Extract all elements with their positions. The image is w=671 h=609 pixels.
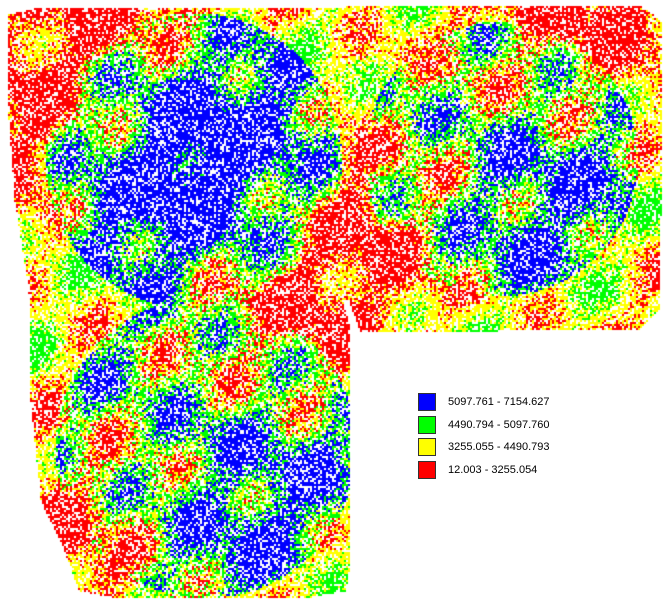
legend-label: 5097.761 - 7154.627 bbox=[448, 396, 550, 408]
legend-label: 12.003 - 3255.054 bbox=[448, 463, 538, 476]
legend-swatch bbox=[418, 415, 436, 434]
legend-swatch bbox=[418, 460, 436, 479]
legend-swatch bbox=[418, 438, 436, 456]
legend-item-class-4: 12.003 - 3255.054 bbox=[418, 460, 608, 483]
legend-item-class-3: 3255.055 - 4490.793 bbox=[418, 437, 608, 460]
legend-label: 4490.794 - 5097.760 bbox=[448, 418, 550, 431]
legend-item-class-2: 4490.794 - 5097.760 bbox=[418, 415, 608, 438]
legend-swatch bbox=[418, 393, 436, 411]
legend-label: 3255.055 - 4490.793 bbox=[448, 441, 550, 453]
legend: 5097.761 - 7154.627 4490.794 - 5097.760 … bbox=[418, 392, 608, 482]
legend-item-class-1: 5097.761 - 7154.627 bbox=[418, 392, 608, 415]
